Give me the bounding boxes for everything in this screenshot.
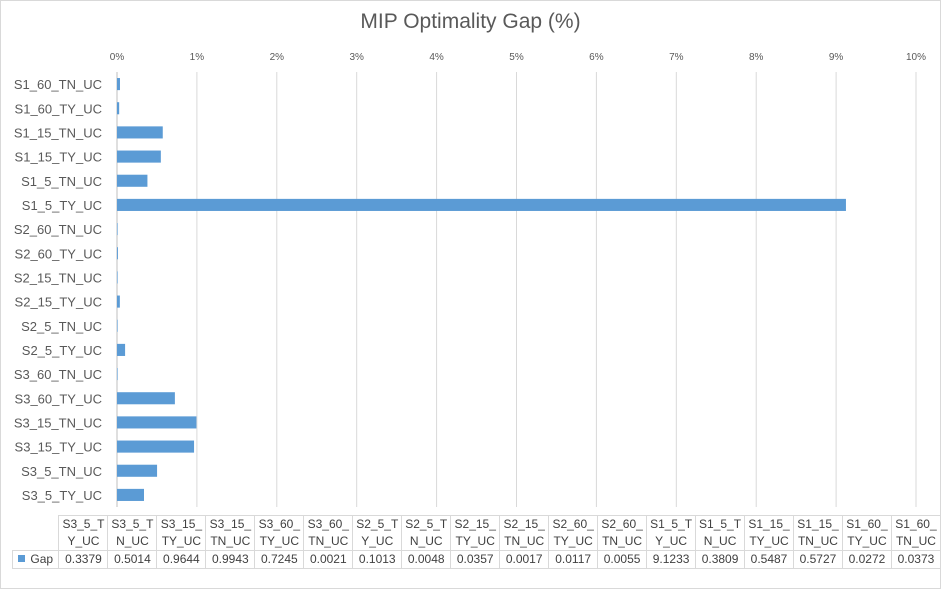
y-category-label: S1_5_TY_UC (22, 198, 102, 213)
bar (117, 126, 163, 139)
data-table-value-cell: 0.5727 (793, 550, 843, 569)
y-category-label: S1_60_TY_UC (15, 101, 102, 116)
data-table-value-cell: 0.0055 (597, 550, 648, 569)
data-table-value-row: Gap 0.3379 0.5014 0.9644 0.9943 0.7245 0.0021 0… (11, 550, 941, 569)
y-category-label: S3_5_TN_UC (21, 464, 102, 479)
x-tick-label: 1% (190, 52, 205, 63)
x-tick-label: 7% (669, 52, 684, 63)
bar-chart-plot: 0% 1% 2% 3% 4% 5% 6% 7% 8% 9% 10% S3_5_TY_UC S3_5_TN… (14, 52, 926, 507)
bar (117, 368, 118, 381)
bar (117, 247, 118, 260)
data-table-value-cell: 0.7245 (254, 550, 305, 569)
bar (117, 488, 144, 501)
y-category-label: S2_5_TY_UC (22, 343, 102, 358)
y-category-label: S2_15_TN_UC (14, 270, 102, 285)
y-category-label: S1_15_TY_UC (15, 150, 102, 165)
data-table-corner (12, 515, 60, 551)
bar (117, 271, 118, 284)
bar (117, 174, 148, 187)
legend-swatch (18, 555, 26, 562)
x-tick-label: 0% (110, 52, 125, 63)
data-table-category-cell: S3_60_TN_UC (303, 515, 354, 551)
x-tick-label: 9% (829, 52, 844, 63)
data-table-value-cell: 0.3379 (58, 550, 109, 569)
chart-title: MIP Optimality Gap (%) (360, 10, 581, 33)
data-table-value-cell: 0.0272 (841, 550, 892, 569)
data-table-category-cell: S1_5_TN_UC (695, 515, 746, 551)
data-table-category-cell: S1_15_TY_UC (744, 515, 794, 551)
data-table-category-cell: S3_60_TY_UC (254, 515, 305, 551)
x-tick-label: 2% (270, 52, 285, 63)
data-table-category-cell: S1_15_TN_UC (793, 515, 843, 551)
bar (117, 416, 197, 429)
data-table-category-cell: S1_60_TN_UC (890, 515, 941, 551)
y-category-label: S1_5_TN_UC (21, 174, 102, 189)
bar (117, 223, 118, 236)
bar (117, 78, 120, 91)
bar (117, 464, 158, 477)
y-category-label: S2_60_TY_UC (15, 246, 102, 261)
y-category-label: S2_60_TN_UC (14, 222, 102, 237)
bar (117, 150, 161, 163)
y-category-label: S3_15_TN_UC (14, 415, 102, 430)
bar (117, 295, 120, 308)
data-table-category-cell: S1_5_TY_UC (646, 515, 697, 551)
bar (117, 198, 846, 211)
data-table-value-cell: 0.0357 (450, 550, 501, 569)
data-table-category-cell: S3_5_TN_UC (107, 515, 158, 551)
data-table-category-cell: S2_5_TN_UC (401, 515, 452, 551)
x-tick-label: 5% (509, 52, 524, 63)
data-table-category-cell: S2_60_TN_UC (597, 515, 648, 551)
data-table-value-cell: 0.0048 (401, 550, 452, 569)
data-table-category-cell: S3_5_TY_UC (58, 515, 109, 551)
data-table: S3_5_TY_UC S3_5_TN_UC S3_15_TY_UC S3_15_TN_… (11, 515, 941, 569)
data-table-value-cell: 0.3809 (695, 550, 746, 569)
data-table-value-cell: 0.0017 (499, 550, 550, 569)
bar (117, 102, 120, 115)
data-table-legend-cell: Gap (11, 550, 60, 569)
data-table-category-cell: S3_15_TY_UC (156, 515, 207, 551)
data-table-category-cell: S2_60_TY_UC (548, 515, 599, 551)
data-table-value-cell: 0.0373 (890, 550, 941, 569)
data-table-value-cell: 0.5014 (107, 550, 158, 569)
y-category-label: S3_5_TY_UC (22, 488, 102, 503)
data-table-header-row: S3_5_TY_UC S3_5_TN_UC S3_15_TY_UC S3_15_TN_… (12, 515, 941, 551)
data-table-value-cell: 0.0117 (548, 550, 599, 569)
y-category-label: S1_60_TN_UC (14, 77, 102, 92)
x-tick-label: 8% (749, 52, 764, 63)
data-table-category-cell: S2_5_TY_UC (352, 515, 403, 551)
data-table-value-cell: 9.1233 (646, 550, 697, 569)
data-table-category-cell: S1_60_TY_UC (841, 515, 892, 551)
bar (117, 392, 175, 405)
data-table-category-cell: S2_15_TN_UC (499, 515, 550, 551)
y-category-label: S3_60_TN_UC (14, 367, 102, 382)
data-table-value-cell: 0.0021 (303, 550, 354, 569)
y-category-label: S2_15_TY_UC (15, 295, 102, 310)
y-category-label: S1_15_TN_UC (14, 125, 102, 140)
y-category-label: S2_5_TN_UC (21, 319, 102, 334)
bar (117, 440, 195, 453)
data-table-category-cell: S3_15_TN_UC (205, 515, 256, 551)
x-tick-label: 6% (589, 52, 604, 63)
data-table-value-cell: 0.1013 (352, 550, 403, 569)
data-table-category-cell: S2_15_TY_UC (450, 515, 501, 551)
x-tick-label: 10% (906, 52, 926, 63)
data-table-value-cell: 0.9644 (156, 550, 207, 569)
legend-series-name: Gap (30, 552, 54, 566)
bar (117, 343, 126, 356)
x-tick-label: 3% (349, 52, 364, 63)
y-category-label: S3_60_TY_UC (15, 391, 102, 406)
data-table-value-cell: 0.9943 (205, 550, 256, 569)
y-category-label: S3_15_TY_UC (15, 440, 102, 455)
data-table-value-cell: 0.5487 (744, 550, 794, 569)
x-tick-label: 4% (429, 52, 444, 63)
bar (117, 319, 118, 332)
